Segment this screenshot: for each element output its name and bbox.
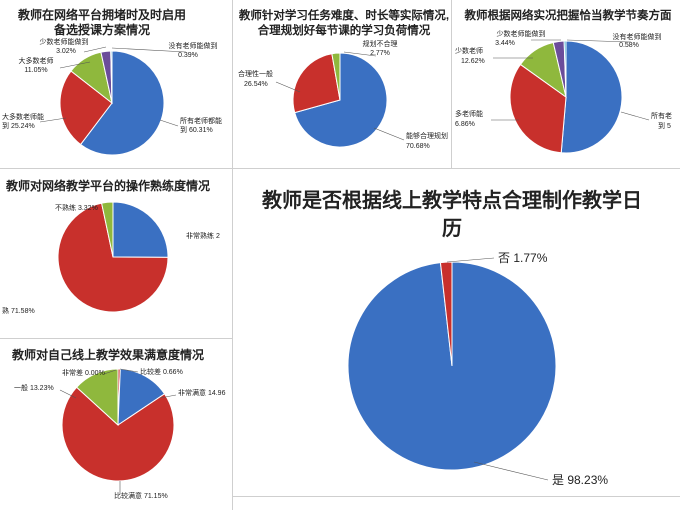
chart-4-slice-1: [112, 201, 169, 258]
chart-1-label-purple-value: 3.02%: [56, 48, 76, 55]
chart-1-label-purple-name: 少数老师能做到: [40, 37, 89, 46]
chart-2-label-green-name: 规划不合理: [363, 39, 398, 48]
chart-5-slice-3: [61, 386, 175, 482]
chart-2-slice-2: [292, 53, 341, 114]
chart-3-label-purple-name: 少数老师能做到: [497, 29, 546, 38]
chart-1-leader-line-2: [111, 47, 187, 53]
chart-3-label-green-value: 12.62%: [461, 58, 485, 65]
chart-panel-2: 教师针对学习任务难度、时长等实际情况, 合理规划好每节课的学习负荷情况 规划不合…: [234, 0, 450, 166]
chart-3-leader-line-5: [620, 111, 650, 121]
chart-1-label-cyan-name: 没有老师能做到: [169, 41, 218, 50]
chart-3-label-red-name: 多老师能: [455, 109, 483, 118]
chart-2-label-blue-value: 70.68%: [406, 143, 430, 150]
chart-1-label-green-name: 大多数老师: [19, 56, 54, 65]
chart-2-label-red-name: 合理性一般: [238, 69, 273, 78]
chart-6-label-blue: 是 98.23%: [552, 473, 608, 487]
chart-5-label-blue: 非常满意 14.96: [178, 388, 226, 397]
chart-3-label-purple-value: 3.44%: [495, 40, 515, 47]
chart-panel-1: 教师在网络平台拥堵时及时启用 备选授课方案情况 少数老师能做到 3.02% 没有…: [0, 0, 230, 166]
chart-6-leader-line-2: [473, 461, 549, 481]
chart-5-label-red-small: 比较差 0.66%: [140, 367, 183, 376]
chart-1-slice-5: [110, 50, 113, 104]
chart-1-leader-line-1: [83, 46, 107, 53]
chart-5-leader-line-1: [103, 369, 117, 375]
chart-1-label-blue-name: 所有老师都能: [180, 116, 222, 125]
chart-4-label-red: 熟 71.58%: [2, 306, 35, 315]
chart-panel-6: 教师是否根据线上教学特点合理制作教学日 历 否 1.77% 是 98.23%: [234, 170, 680, 494]
chart-1-title-line2: 备选授课方案情况: [53, 22, 150, 37]
chart-1-label-green-value: 11.05%: [24, 67, 47, 74]
chart-2-slice-3: [331, 52, 341, 101]
chart-panel-3: 教师根据网络实况把握恰当教学节奏方面 少数老师能做到 3.44% 没有老师能做到…: [453, 0, 680, 166]
divider-left-mid: [0, 338, 232, 339]
chart-6-slice-2: [439, 261, 453, 367]
chart-2-slice-1: [294, 52, 388, 148]
chart-2-leader-line-3: [373, 127, 405, 141]
chart-6-slices: [347, 257, 557, 481]
chart-3-slice-1: [560, 40, 623, 154]
chart-3-label-blue-name: 所有老: [651, 111, 672, 120]
chart-1-label-blue-value: 到 60.31%: [180, 126, 213, 134]
chart-6-label-red: 否 1.77%: [498, 251, 548, 265]
chart-3-label-green-name: 少数老师: [455, 46, 483, 55]
chart-4-label-green: 不熟练 3.32%: [55, 203, 98, 212]
chart-5-leader-line-4: [159, 394, 177, 399]
chart-1-leader-line-5: [159, 119, 179, 127]
chart-1-slice-2: [59, 70, 113, 146]
chart-1-label-red-name: 大多数老师能: [2, 112, 44, 121]
chart-1-svg: 教师在网络平台拥堵时及时启用 备选授课方案情况 少数老师能做到 3.02% 没有…: [2, 7, 222, 156]
chart-2-title-line1: 教师针对学习任务难度、时长等实际情况,: [238, 8, 449, 22]
chart-1-label-red-value: 到 25.24%: [2, 122, 35, 130]
chart-3-svg: 教师根据网络实况把握恰当教学节奏方面 少数老师能做到 3.44% 没有老师能做到…: [455, 8, 672, 154]
divider-row1: [0, 168, 680, 169]
chart-6-title-line2: 历: [442, 218, 462, 240]
chart-1-label-cyan-value: 0.39%: [178, 52, 198, 59]
chart-6-title-line1: 教师是否根据线上教学特点合理制作教学日: [262, 188, 642, 212]
chart-1-leader-line-4: [39, 117, 67, 123]
chart-3-title: 教师根据网络实况把握恰当教学节奏方面: [464, 8, 672, 22]
chart-3-leader-line-2: [566, 39, 632, 43]
chart-2-slices: [275, 51, 405, 148]
chart-3-label-cyan-name: 没有老师能做到: [613, 32, 662, 41]
chart-3-label-red-value: 6.86%: [455, 121, 475, 128]
chart-3-slice-5: [563, 40, 567, 98]
chart-2-svg: 教师针对学习任务难度、时长等实际情况, 合理规划好每节课的学习负荷情况 规划不合…: [238, 8, 449, 150]
chart-4-svg: 教师对网络教学平台的操作熟练度情况 不熟练 3.32% 非常熟练 2 熟 71.…: [2, 178, 220, 315]
chart-2-title-line2: 合理规划好每节课的学习负荷情况: [258, 23, 431, 37]
chart-5-label-red: 比较满意 71.15%: [114, 491, 168, 500]
chart-1-slices: [39, 46, 187, 156]
chart-5-label-purple: 非常差 0.00%: [62, 368, 105, 377]
chart-5-slices: [59, 368, 177, 494]
chart-6-svg: 教师是否根据线上教学特点合理制作教学日 历 否 1.77% 是 98.23%: [262, 188, 642, 487]
chart-2-label-blue-name: 能够合理规划: [406, 131, 448, 140]
chart-1-title-line1: 教师在网络平台拥堵时及时启用: [17, 7, 186, 22]
chart-2-leader-line-2: [275, 81, 301, 93]
chart-2-label-red-value: 26.54%: [244, 81, 268, 88]
chart-5-svg: 教师对自己线上教学效果满意度情况 非常差 0.00% 比较差 0.66% 一般 …: [11, 347, 226, 500]
chart-3-label-cyan-value: 0.58%: [619, 42, 639, 49]
chart-3-slices: [491, 39, 650, 154]
chart-6-leader-line-1: [446, 257, 495, 263]
chart-4-title: 教师对网络教学平台的操作熟练度情况: [5, 178, 210, 193]
chart-2-label-green-value: 2.77%: [370, 50, 390, 57]
chart-5-label-green: 一般 13.23%: [14, 383, 54, 392]
chart-5-leader-line-2: [119, 368, 139, 373]
chart-panel-4: 教师对网络教学平台的操作熟练度情况 不熟练 3.32% 非常熟练 2 熟 71.…: [0, 170, 230, 336]
chart-4-slice-2: [57, 202, 169, 313]
chart-1-leader-line-3: [59, 61, 91, 69]
chart-4-slice-3: [101, 201, 114, 258]
chart-1-slice-1: [79, 50, 165, 156]
chart-panel-5: 教师对自己线上教学效果满意度情况 非常差 0.00% 比较差 0.66% 一般 …: [0, 340, 230, 510]
chart-4-slices: [57, 201, 169, 313]
chart-3-slice-2: [509, 63, 567, 154]
chart-5-title: 教师对自己线上教学效果满意度情况: [11, 347, 204, 362]
divider-col-right: [232, 0, 233, 510]
chart-3-label-blue-value: 到 5: [658, 122, 671, 130]
chart-4-label-blue: 非常熟练 2: [186, 231, 220, 240]
divider-col-top: [451, 0, 452, 168]
chart-2-leader-line-1: [343, 51, 377, 57]
divider-bottom-right: [232, 496, 680, 497]
chart-5-leader-line-3: [59, 389, 77, 399]
